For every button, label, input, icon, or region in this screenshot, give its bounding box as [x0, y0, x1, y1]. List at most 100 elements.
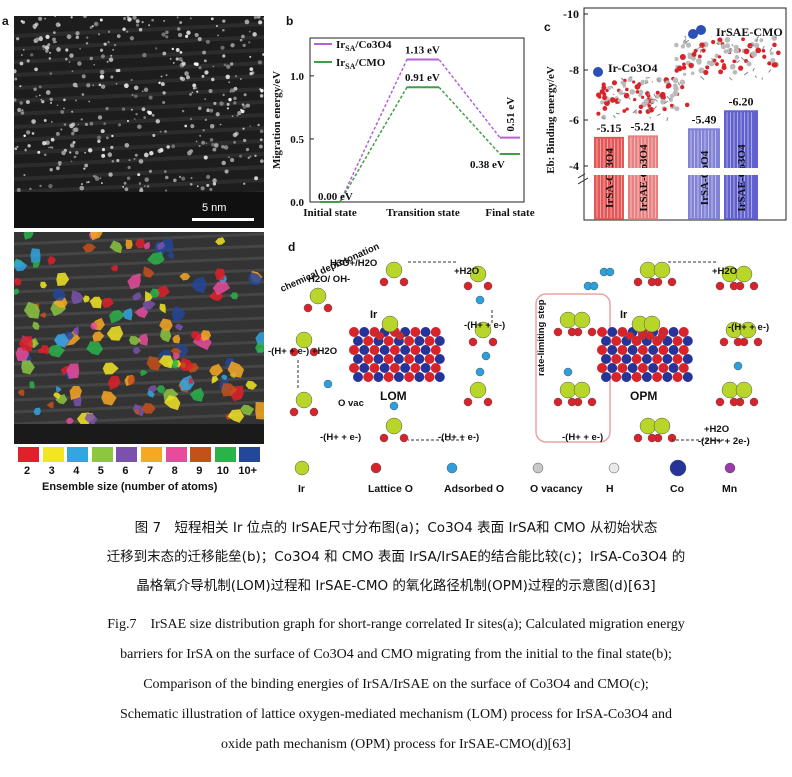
- bright-atom: [206, 174, 211, 179]
- bright-atom: [254, 176, 259, 181]
- bright-atom: [166, 145, 170, 149]
- bright-atom: [117, 68, 121, 73]
- lattice-o: [753, 337, 763, 347]
- bright-atom: [25, 100, 30, 105]
- ir-atom: [385, 417, 403, 435]
- ensemble-cluster: [209, 363, 224, 376]
- bright-atom: [100, 129, 105, 134]
- bright-atom: [39, 36, 43, 40]
- bright-atom: [89, 56, 93, 61]
- bright-atom: [44, 153, 47, 157]
- bright-atom: [50, 137, 55, 142]
- data-label: 0.51 eV: [505, 97, 517, 132]
- adsorbed-o: [589, 281, 599, 291]
- lom-step-label: O vac: [338, 398, 364, 409]
- lom-step-label: +H2O: [454, 266, 479, 277]
- ensemble-cluster: [215, 237, 226, 245]
- ensemble-cluster: [69, 385, 82, 401]
- ir-atom: [688, 29, 698, 39]
- legend-label: Ir: [298, 483, 305, 495]
- ir-atom: [469, 265, 487, 283]
- legend-swatch-9: [190, 447, 212, 462]
- ir-atom: [696, 25, 706, 35]
- bright-atom: [16, 37, 20, 41]
- bright-atom: [133, 85, 139, 91]
- legend-atom: [294, 460, 310, 476]
- bright-atom: [99, 48, 104, 52]
- ensemble-cluster: [179, 272, 191, 281]
- bright-atom: [165, 189, 168, 192]
- bar-category-label: IrSA-CoO4: [699, 150, 711, 205]
- lattice-o: [567, 397, 577, 407]
- ensemble-cluster: [125, 239, 133, 250]
- bright-atom: [242, 43, 246, 47]
- ensemble-cluster: [145, 291, 153, 302]
- lattice-o: [323, 303, 333, 313]
- bright-atom: [138, 159, 144, 164]
- ir-atom: [559, 381, 577, 399]
- ensemble-cluster: [46, 401, 54, 409]
- bright-atom: [70, 160, 73, 163]
- y-tick-label: -8: [569, 63, 579, 77]
- bright-atom: [187, 150, 192, 156]
- bright-atom: [159, 147, 164, 153]
- ensemble-cluster: [53, 392, 61, 399]
- bright-atom: [236, 114, 239, 117]
- ir-atom: [643, 315, 661, 333]
- ensemble-cluster: [159, 303, 166, 314]
- legend-swatch-10: [214, 447, 236, 462]
- bright-atom: [259, 88, 262, 91]
- bright-atom: [56, 166, 60, 171]
- bright-atom: [75, 35, 80, 40]
- opm-step-label: rate-limiting step: [536, 299, 547, 376]
- bright-atom: [228, 156, 230, 159]
- ensemble-cluster: [102, 362, 119, 375]
- legend-atom: [608, 462, 620, 474]
- ensemble-cluster: [109, 240, 123, 254]
- bright-atom: [252, 32, 257, 37]
- ensemble-cluster: [129, 336, 142, 346]
- lattice-o: [667, 277, 677, 287]
- y-tick-label: 0.0: [290, 197, 304, 209]
- bright-atom: [51, 146, 54, 149]
- ensemble-cluster: [135, 238, 145, 249]
- ensemble-cluster: [23, 301, 40, 319]
- ensemble-cluster: [72, 326, 79, 336]
- bright-atom: [249, 155, 252, 158]
- bright-atom: [54, 16, 57, 18]
- caption-en-line-2: barriers for IrSA on the surface of Co3O…: [120, 647, 672, 662]
- bright-atom: [99, 18, 103, 22]
- bright-atom: [245, 147, 250, 152]
- bright-atom: [83, 167, 86, 170]
- ensemble-cluster: [39, 312, 47, 319]
- panel-d-label: d: [288, 240, 296, 254]
- bright-atom: [179, 50, 183, 54]
- bright-atom: [19, 101, 23, 105]
- ensemble-cluster: [142, 299, 156, 311]
- ensemble-cluster: [134, 408, 139, 415]
- lattice-o: [715, 397, 725, 407]
- bright-atom: [80, 183, 84, 186]
- ensemble-cluster: [160, 328, 172, 343]
- adsorbed-o: [323, 379, 333, 389]
- bright-atom: [184, 71, 189, 76]
- bright-atom: [245, 103, 250, 108]
- bright-atom: [79, 185, 85, 191]
- bright-atom: [126, 16, 130, 19]
- bright-atom: [254, 154, 257, 157]
- bright-atom: [204, 70, 209, 75]
- lattice-o: [488, 337, 498, 347]
- lattice-o: [715, 281, 725, 291]
- bright-atom: [178, 175, 182, 178]
- bright-atom: [213, 101, 217, 105]
- ir-atom: [735, 265, 753, 283]
- lom-step-label: H2O/ OH-: [308, 274, 350, 285]
- bright-atom: [147, 110, 152, 115]
- ensemble-cluster: [240, 404, 255, 416]
- bright-atom: [198, 106, 202, 111]
- ensemble-cluster: [86, 341, 104, 356]
- bright-atom: [262, 17, 264, 20]
- ensemble-cluster: [110, 264, 119, 272]
- bright-atom: [70, 16, 73, 19]
- bright-atom: [108, 57, 114, 62]
